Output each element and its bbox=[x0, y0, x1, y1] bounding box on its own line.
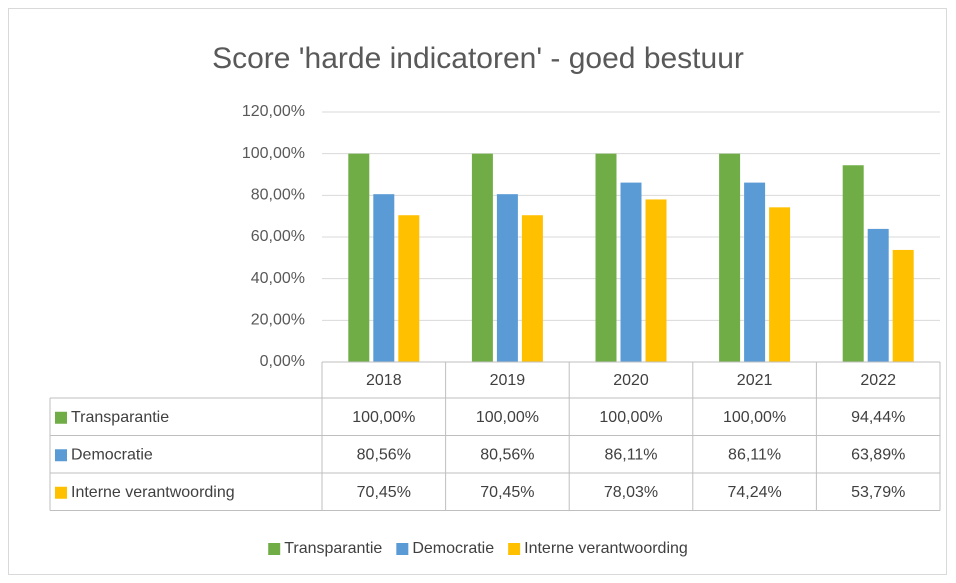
y-tick-label: 20,00% bbox=[251, 312, 305, 329]
x-tick-label: 2022 bbox=[860, 372, 896, 389]
table-value: 63,89% bbox=[851, 446, 905, 463]
bar bbox=[645, 199, 667, 362]
legend-label: Interne verantwoording bbox=[524, 540, 688, 557]
legend-label: Democratie bbox=[412, 540, 494, 557]
x-tick-label: 2018 bbox=[366, 372, 402, 389]
y-tick-label: 60,00% bbox=[251, 228, 305, 245]
x-tick-label: 2020 bbox=[613, 372, 649, 389]
table-value: 94,44% bbox=[851, 409, 905, 426]
bar bbox=[398, 215, 420, 362]
bar bbox=[620, 182, 642, 362]
table-value: 100,00% bbox=[599, 409, 662, 426]
bar bbox=[595, 153, 617, 362]
bar bbox=[892, 249, 914, 362]
bar bbox=[471, 153, 493, 362]
bar bbox=[348, 153, 370, 362]
bar bbox=[867, 228, 889, 362]
legend-key bbox=[396, 543, 409, 555]
legend-key bbox=[508, 543, 521, 555]
chart-title: Score 'harde indicatoren' - goed bestuur bbox=[212, 42, 744, 75]
bar bbox=[496, 194, 518, 362]
table-value: 78,03% bbox=[604, 484, 658, 501]
table-key bbox=[55, 486, 67, 499]
table-value: 74,24% bbox=[727, 484, 781, 501]
table-row-label: Transparantie bbox=[71, 409, 169, 426]
y-tick-label: 100,00% bbox=[242, 145, 305, 162]
table-value: 80,56% bbox=[357, 446, 411, 463]
table-value: 70,45% bbox=[357, 484, 411, 501]
table-value: 80,56% bbox=[480, 446, 534, 463]
bar bbox=[769, 207, 791, 362]
x-tick-label: 2019 bbox=[490, 372, 526, 389]
table-row-label: Democratie bbox=[71, 446, 153, 463]
table-row-label: Interne verantwoording bbox=[71, 484, 235, 501]
table-value: 70,45% bbox=[480, 484, 534, 501]
table-value: 86,11% bbox=[604, 446, 657, 463]
y-tick-label: 120,00% bbox=[242, 103, 305, 120]
table-key bbox=[55, 449, 67, 462]
bar bbox=[744, 182, 766, 362]
table-key bbox=[55, 411, 67, 424]
bar bbox=[521, 215, 543, 362]
table-value: 100,00% bbox=[476, 409, 539, 426]
y-tick-label: 40,00% bbox=[251, 270, 305, 287]
bar bbox=[842, 165, 864, 362]
table-value: 86,11% bbox=[728, 446, 781, 463]
x-tick-label: 2021 bbox=[737, 372, 773, 389]
y-tick-label: 80,00% bbox=[251, 187, 305, 204]
y-tick-label: 0,00% bbox=[260, 353, 305, 370]
table-value: 53,79% bbox=[851, 484, 905, 501]
legend-label: Transparantie bbox=[284, 540, 382, 557]
legend-key bbox=[268, 543, 281, 555]
bar bbox=[719, 153, 741, 362]
table-value: 100,00% bbox=[352, 409, 415, 426]
table-value: 100,00% bbox=[723, 409, 786, 426]
bar bbox=[373, 194, 395, 362]
